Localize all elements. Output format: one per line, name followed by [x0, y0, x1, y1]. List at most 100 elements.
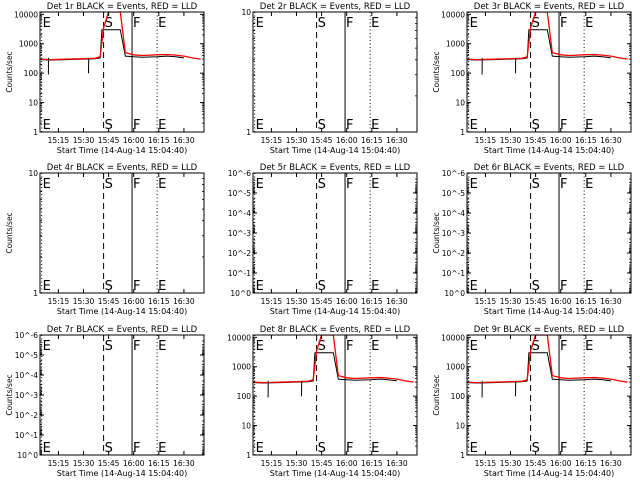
- y-tick-label: 10^-5: [442, 189, 466, 198]
- marker-label-s: S: [318, 339, 326, 354]
- y-tick-label: 10^-3: [15, 391, 39, 400]
- x-tick-label: 15:45: [98, 297, 120, 306]
- y-tick-label: 10: [241, 422, 251, 431]
- marker-label-e-bottom: E: [585, 118, 593, 133]
- x-axis-label: Start Time (14-Aug-14 15:04:40): [270, 469, 401, 478]
- panel-title: Det 2r BLACK = Events, RED = LLD: [260, 2, 411, 12]
- marker-label-e-bottom: E: [256, 441, 264, 456]
- marker-label-f: F: [133, 177, 140, 192]
- y-tick-label: 100: [451, 392, 466, 401]
- x-tick-label: 15:30: [73, 459, 95, 468]
- x-tick-label: 16:15: [148, 136, 170, 145]
- events-line-0: [253, 353, 397, 383]
- y-tick-label: 1000: [446, 363, 465, 372]
- x-tick-label: 16:30: [173, 136, 195, 145]
- y-tick-label: 1: [460, 128, 465, 137]
- x-tick-label: 15:15: [261, 136, 283, 145]
- marker-label-e-bottom: E: [43, 118, 51, 133]
- y-tick-label: 10^-3: [228, 229, 252, 238]
- panel-title: Det 9r BLACK = Events, RED = LLD: [474, 325, 625, 335]
- marker-label-e: E: [371, 339, 379, 354]
- panel-title: Det 8r BLACK = Events, RED = LLD: [260, 325, 411, 335]
- y-tick-label: 10^-5: [15, 351, 39, 360]
- marker-label-e: E: [585, 177, 593, 192]
- marker-label-s: S: [318, 16, 326, 31]
- lld-line-1: [467, 335, 628, 383]
- x-tick-label: 15:45: [98, 459, 120, 468]
- y-tick-label: 1: [33, 289, 38, 298]
- y-tick-label: 1000: [446, 40, 465, 49]
- y-tick-label: 10: [28, 169, 38, 178]
- x-tick-label: 16:00: [550, 459, 572, 468]
- y-tick-label: 1: [460, 451, 465, 460]
- y-tick-label: 10: [241, 8, 251, 17]
- y-tick-label: 10^0: [230, 289, 251, 298]
- events-line-0: [40, 30, 184, 60]
- y-axis-label: Counts/sec: [432, 51, 441, 92]
- x-tick-label: 15:45: [525, 297, 547, 306]
- marker-label-f: F: [560, 339, 567, 354]
- x-tick-label: 16:30: [386, 459, 408, 468]
- marker-label-e-bottom: E: [470, 118, 478, 133]
- x-tick-label: 15:15: [475, 459, 497, 468]
- panel-8: Det 8r BLACK = Events, RED = LLDEESSFFEE…: [227, 325, 417, 478]
- y-tick-label: 10: [28, 99, 38, 108]
- x-tick-label: 16:30: [386, 297, 408, 306]
- y-tick-label: 10^-1: [442, 269, 466, 278]
- lld-line-1: [467, 12, 628, 60]
- series-group: [40, 12, 201, 75]
- y-tick-label: 10^-2: [228, 249, 252, 258]
- y-tick-label: 1000: [232, 363, 251, 372]
- y-axis-label: Counts/sec: [5, 51, 14, 92]
- marker-label-s: S: [532, 177, 540, 192]
- x-tick-label: 16:00: [123, 459, 145, 468]
- x-tick-label: 15:30: [500, 459, 522, 468]
- y-axis-label: Counts/sec: [5, 212, 14, 253]
- plot-frame: [253, 173, 417, 293]
- x-tick-label: 16:15: [575, 136, 597, 145]
- y-axis-label: Counts/sec: [432, 212, 441, 253]
- x-axis-label: Start Time (14-Aug-14 15:04:40): [270, 146, 401, 155]
- panel-9: Det 9r BLACK = Events, RED = LLDEESSFFEE…: [432, 325, 631, 478]
- events-line-0: [467, 353, 611, 383]
- marker-label-e: E: [470, 16, 478, 31]
- y-tick-label: 1: [246, 128, 251, 137]
- marker-label-f: F: [560, 177, 567, 192]
- y-tick-label: 1: [33, 128, 38, 137]
- y-tick-label: 10^-2: [442, 249, 466, 258]
- y-tick-label: 1000: [19, 40, 38, 49]
- x-tick-label: 16:00: [336, 297, 358, 306]
- x-tick-label: 16:00: [336, 459, 358, 468]
- y-tick-label: 100: [24, 69, 39, 78]
- panel-title: Det 7r BLACK = Events, RED = LLD: [47, 325, 198, 335]
- x-tick-label: 15:45: [98, 136, 120, 145]
- x-tick-label: 15:30: [286, 297, 308, 306]
- marker-label-s: S: [532, 16, 540, 31]
- x-tick-label: 15:15: [261, 297, 283, 306]
- x-tick-label: 15:30: [500, 136, 522, 145]
- marker-label-f: F: [346, 339, 353, 354]
- x-tick-label: 16:00: [123, 297, 145, 306]
- y-tick-label: 10^-6: [228, 169, 252, 178]
- marker-label-e: E: [158, 339, 166, 354]
- panel-7: Det 7r BLACK = Events, RED = LLDEESSFFEE…: [5, 325, 204, 478]
- lld-line-1: [40, 12, 201, 60]
- y-tick-label: 10000: [227, 333, 251, 342]
- y-tick-label: 10^-5: [228, 189, 252, 198]
- y-axis-label: Counts/sec: [432, 374, 441, 415]
- x-axis-label: Start Time (14-Aug-14 15:04:40): [57, 307, 188, 316]
- marker-label-f: F: [346, 177, 353, 192]
- x-tick-label: 16:30: [600, 459, 622, 468]
- plot-frame: [40, 335, 204, 455]
- x-tick-label: 16:00: [550, 136, 572, 145]
- x-tick-label: 16:30: [600, 297, 622, 306]
- y-axis-label: Counts/sec: [5, 374, 14, 415]
- marker-label-s: S: [318, 177, 326, 192]
- y-tick-label: 10^-2: [15, 411, 39, 420]
- x-tick-label: 15:30: [286, 136, 308, 145]
- panel-title: Det 3r BLACK = Events, RED = LLD: [474, 2, 625, 12]
- panel-title: Det 5r BLACK = Events, RED = LLD: [260, 163, 411, 173]
- marker-label-e: E: [158, 177, 166, 192]
- y-tick-label: 10^-3: [442, 229, 466, 238]
